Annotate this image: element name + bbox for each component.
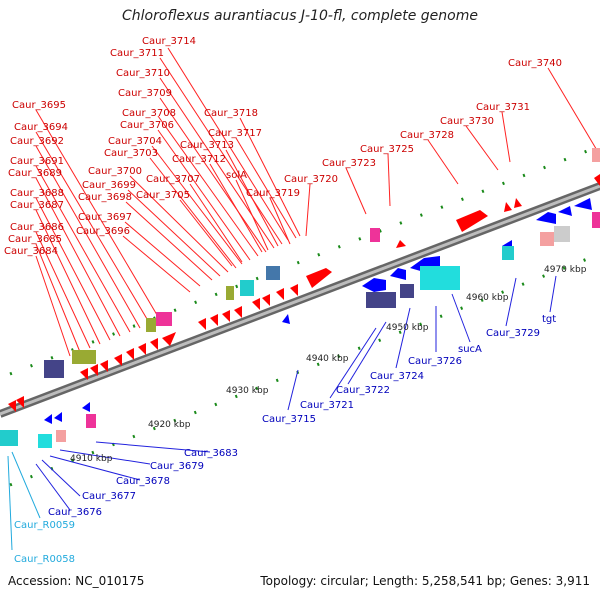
gene-label: Caur_3684	[4, 246, 58, 257]
gene-label: Caur_3710	[116, 68, 170, 79]
gene-label: Caur_3717	[208, 128, 262, 139]
gene-label: Caur_3697	[78, 212, 132, 223]
gene-label: Caur_3711	[110, 48, 164, 59]
kbp-label: 4940 kbp	[306, 354, 349, 364]
gene-label: Caur_3705	[136, 190, 190, 201]
gene-label: Caur_3713	[180, 140, 234, 151]
gene-label: Caur_3692	[10, 136, 64, 147]
gene-label: Caur_3730	[440, 116, 494, 127]
rna-leader-lines	[7, 451, 41, 551]
gene-label: Caur_3694	[14, 122, 68, 133]
gene-label: Caur_3712	[172, 154, 226, 165]
top-gene-labels: Caur_3714 Caur_3711 Caur_3710 Caur_3709 …	[4, 36, 562, 257]
gene-label: Caur_3729	[486, 328, 540, 339]
gene-label: sucA	[458, 344, 482, 355]
gene-label: Caur_3715	[262, 414, 316, 425]
kbp-label: 4920 kbp	[148, 420, 191, 430]
gene-label: Caur_3676	[48, 507, 102, 518]
kbp-label: 4910 kbp	[70, 454, 113, 464]
gene-label: Caur_3699	[82, 180, 136, 191]
feature-boxes	[0, 148, 600, 448]
gene-label: Caur_3683	[184, 448, 238, 459]
topology-text: Topology: circular; Length: 5,258,541 bp…	[260, 574, 590, 588]
rna-label: Caur_R0059	[14, 520, 75, 531]
gene-label: Caur_3687	[10, 200, 64, 211]
bottom-gene-labels: Caur_3683 Caur_3679 Caur_3678 Caur_3677 …	[48, 314, 556, 518]
gene-label: Caur_3691	[10, 156, 64, 167]
forward-genes	[8, 174, 600, 412]
gene-label: Caur_3700	[88, 166, 142, 177]
map-title: Chloroflexus aurantiacus J-10-fl, comple…	[122, 8, 478, 24]
gene-label: Caur_3714	[142, 36, 196, 47]
gene-label: Caur_3719	[246, 188, 300, 199]
gene-label: Caur_3696	[76, 226, 130, 237]
gene-label: Caur_3689	[8, 168, 62, 179]
gene-label: Caur_3677	[82, 491, 136, 502]
kbp-label: 4930 kbp	[226, 386, 269, 396]
gene-label: Caur_3706	[120, 120, 174, 131]
kbp-label: 4950 kbp	[386, 323, 429, 333]
gene-label: Caur_3725	[360, 144, 414, 155]
kbp-labels: 4910 kbp 4920 kbp 4930 kbp 4940 kbp 4950…	[70, 265, 587, 464]
gene-label: Caur_3722	[336, 385, 390, 396]
gene-label: Caur_3703	[104, 148, 158, 159]
accession-text: Accession: NC_010175	[8, 574, 145, 588]
tick-track-outer	[9, 146, 600, 487]
gene-label: Caur_3721	[300, 400, 354, 411]
gene-label: Caur_3698	[78, 192, 132, 203]
gene-label: Caur_3707	[146, 174, 200, 185]
gene-label: tgt	[542, 314, 556, 325]
top-leader-lines	[35, 47, 599, 357]
gene-label: Caur_3726	[408, 356, 462, 367]
kbp-label: 4970 kbp	[544, 265, 587, 275]
gene-label: Caur_3678	[116, 476, 170, 487]
gene-label: Caur_3720	[284, 174, 338, 185]
gene-label: Caur_3718	[204, 108, 258, 119]
gene-label: Caur_3740	[508, 58, 562, 69]
kbp-label: 4960 kbp	[466, 293, 509, 303]
bottom-leader-lines	[35, 275, 557, 511]
gene-label: Caur_3686	[10, 222, 64, 233]
gene-label: Caur_3724	[370, 371, 424, 382]
genome-backbone	[0, 182, 600, 418]
gene-label: Caur_3723	[322, 158, 376, 169]
gene-label: Caur_3685	[8, 234, 62, 245]
gene-label: Caur_3704	[108, 136, 162, 147]
gene-label: Caur_3679	[150, 461, 204, 472]
gene-label: Caur_3728	[400, 130, 454, 141]
gene-label: Caur_3688	[10, 188, 64, 199]
gene-label: Caur_3709	[118, 88, 172, 99]
rna-label: Caur_R0058	[14, 554, 75, 565]
gene-label: Caur_3731	[476, 102, 530, 113]
gene-label: Caur_3695	[12, 100, 66, 111]
rna-labels: Caur_R0059 Caur_R0058	[14, 520, 75, 565]
gene-label: solA	[226, 170, 247, 181]
gene-label: Caur_3708	[122, 108, 176, 119]
